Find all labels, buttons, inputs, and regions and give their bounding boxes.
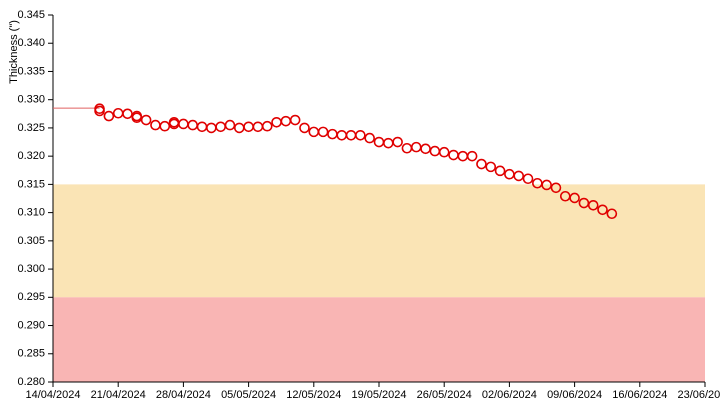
data-point xyxy=(373,136,385,148)
data-point xyxy=(187,119,199,131)
data-point xyxy=(438,146,450,158)
y-tick-label: 0.305 xyxy=(17,235,45,247)
data-point xyxy=(420,143,431,155)
x-tick-label: 05/05/2024 xyxy=(221,389,276,401)
data-point xyxy=(569,192,580,204)
data-point xyxy=(159,120,171,132)
threshold-band xyxy=(53,297,705,382)
data-point xyxy=(103,110,115,122)
data-point xyxy=(355,129,366,141)
data-point xyxy=(280,115,292,127)
data-point xyxy=(485,161,497,173)
y-tick-label: 0.325 xyxy=(17,122,45,134)
y-tick-label: 0.330 xyxy=(17,94,45,106)
x-tick-label: 28/04/2024 xyxy=(156,389,211,401)
x-tick-label: 16/06/2024 xyxy=(612,389,667,401)
data-point xyxy=(131,112,143,124)
threshold-band xyxy=(53,184,705,298)
y-tick-label: 0.290 xyxy=(17,319,45,331)
data-point xyxy=(233,122,245,134)
data-point xyxy=(550,182,562,194)
data-point xyxy=(261,120,273,132)
x-tick-label: 19/05/2024 xyxy=(351,389,406,401)
data-point xyxy=(606,208,618,220)
y-tick-label: 0.320 xyxy=(17,150,45,162)
data-point xyxy=(206,122,217,134)
data-point xyxy=(383,137,394,149)
data-point xyxy=(466,150,478,162)
data-point xyxy=(122,108,133,120)
data-point xyxy=(252,121,264,133)
data-point xyxy=(541,179,552,191)
data-point xyxy=(308,126,320,138)
y-tick-label: 0.335 xyxy=(17,65,45,77)
x-tick-label: 02/06/2024 xyxy=(482,389,537,401)
data-point xyxy=(243,121,254,133)
data-point xyxy=(327,128,338,140)
y-tick-label: 0.285 xyxy=(17,348,45,360)
data-point xyxy=(597,204,608,216)
y-tick-label: 0.310 xyxy=(17,207,45,219)
data-point xyxy=(410,141,422,153)
data-point xyxy=(224,119,236,131)
y-tick-label: 0.340 xyxy=(17,37,45,49)
data-point xyxy=(504,168,515,180)
data-point xyxy=(299,122,310,134)
data-point xyxy=(364,132,375,144)
data-point xyxy=(140,114,152,126)
x-tick-label: 09/06/2024 xyxy=(547,389,602,401)
data-point xyxy=(392,136,403,148)
data-point xyxy=(476,158,487,170)
data-point xyxy=(494,165,506,177)
y-axis-label: Thickness (") xyxy=(8,20,20,84)
data-point xyxy=(457,150,469,162)
data-point xyxy=(289,114,301,126)
x-tick-label: 21/04/2024 xyxy=(91,389,146,401)
x-tick-label: 14/04/2024 xyxy=(25,389,80,401)
data-point xyxy=(345,129,357,141)
data-point xyxy=(336,129,348,141)
data-point xyxy=(587,199,599,211)
data-point xyxy=(401,142,413,154)
data-point xyxy=(94,105,105,117)
data-point xyxy=(429,145,441,157)
data-point xyxy=(178,118,189,130)
data-point xyxy=(522,173,534,185)
y-tick-label: 0.295 xyxy=(17,291,45,303)
data-point xyxy=(271,116,282,128)
x-tick-label: 26/05/2024 xyxy=(417,389,472,401)
y-tick-label: 0.345 xyxy=(17,9,45,21)
y-tick-label: 0.315 xyxy=(17,178,45,190)
y-tick-label: 0.300 xyxy=(17,263,45,275)
data-point xyxy=(150,119,161,131)
data-point xyxy=(317,126,329,138)
data-point xyxy=(513,170,525,182)
data-point xyxy=(196,121,208,133)
x-tick-label: 23/06/2024 xyxy=(677,389,720,401)
y-tick-label: 0.280 xyxy=(17,376,45,388)
data-point xyxy=(578,197,590,209)
data-point xyxy=(448,149,459,161)
x-tick-label: 12/05/2024 xyxy=(286,389,341,401)
data-point xyxy=(215,121,226,133)
data-point xyxy=(112,107,124,119)
